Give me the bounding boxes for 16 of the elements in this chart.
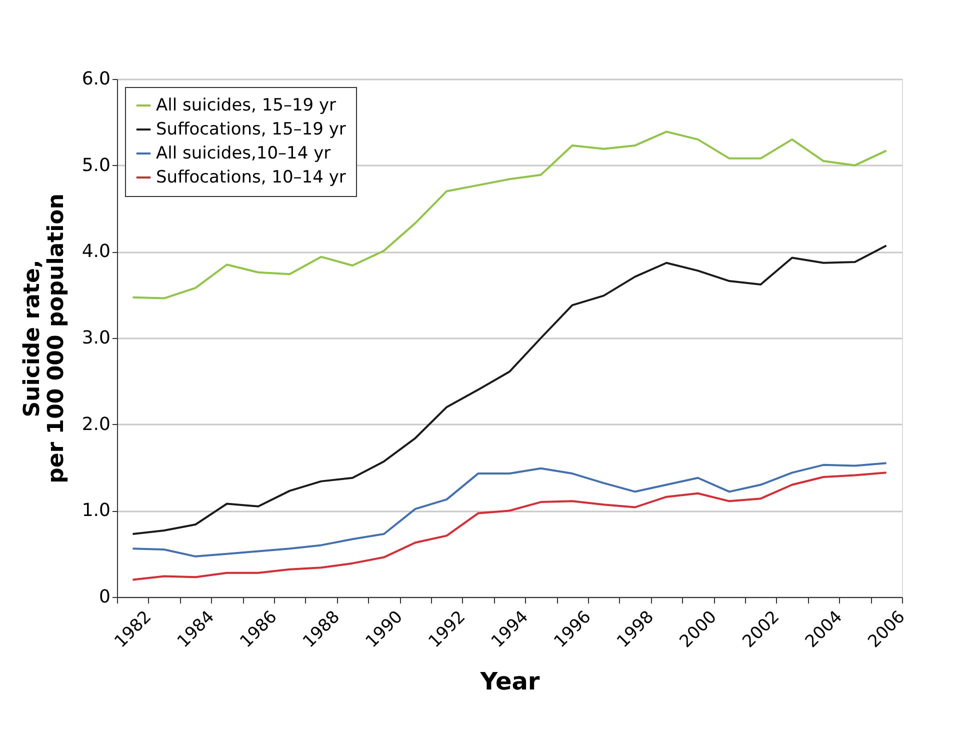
y-axis-title: Suicide rate, per 100 000 population (20, 194, 69, 484)
y-tick-label: 1.0 (82, 500, 110, 522)
legend-label: Suffocations, 15–19 yr (156, 120, 346, 140)
line-series (132, 244, 888, 535)
y-tick-label: 3.0 (82, 328, 110, 348)
y-tick-label: 4.0 (82, 241, 110, 262)
y-tick-label: 6.0 (82, 68, 110, 90)
y-tick-label: 2.0 (82, 414, 110, 435)
line-series (132, 472, 888, 581)
legend-label: Suffocations, 10–14 yr (156, 168, 346, 188)
y-tick-label: 5.0 (82, 154, 110, 176)
legend-label: All suicides,10–14 yr (156, 144, 331, 164)
y-tick-label: 0 (99, 586, 110, 608)
line-series (132, 462, 888, 558)
legend-label: All suicides, 15–19 yr (156, 96, 336, 116)
x-axis-title: Year (479, 667, 540, 696)
